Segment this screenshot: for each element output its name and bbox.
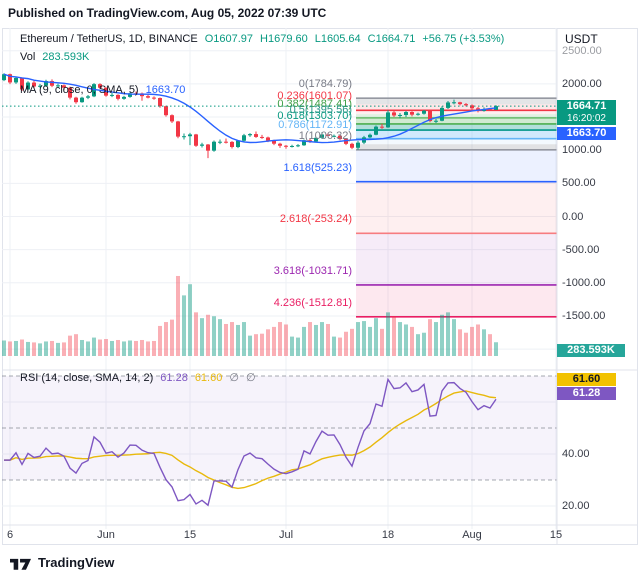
ma-value-badge: 1663.70 xyxy=(557,127,616,140)
rsi-value: 61.28 xyxy=(160,371,188,384)
fib-level-label: 0(1784.79) xyxy=(298,78,352,91)
fib-level-label: 1(1006.32) xyxy=(298,129,352,142)
rsi-band-toggle-icon: ∅ xyxy=(229,372,239,384)
ma-value: 1663.70 xyxy=(145,84,186,96)
footer-brand: TradingView xyxy=(38,555,115,570)
price-tick-label: -500.00 xyxy=(562,243,600,256)
ma-legend[interactable]: MA (9, close, 0, SMA, 5) 1663.70 xyxy=(20,84,185,96)
rsi-line xyxy=(4,377,497,507)
footer: TradingView xyxy=(10,555,114,570)
chart-frame xyxy=(2,28,638,545)
time-tick-label: 18 xyxy=(381,529,395,541)
volume-bars xyxy=(2,275,498,356)
fib-level-label: 0.236(1601.07) xyxy=(277,90,352,103)
rsi-ma-badge: 61.60 xyxy=(557,373,616,386)
rsi-legend[interactable]: RSI (14, close, SMA, 14, 2) 61.28 61.60 … xyxy=(20,371,256,385)
last-price-value: 1664.71 xyxy=(566,100,607,112)
price-tick-label: 1000.00 xyxy=(562,144,602,157)
fib-level-label: 4.236(-1512.81) xyxy=(273,296,352,309)
fib-level-label: 1.618(525.23) xyxy=(283,161,353,174)
time-tick-label: 15 xyxy=(549,529,563,541)
time-tick-label: 15 xyxy=(183,529,197,541)
ohlc-open: O1607.97 xyxy=(204,33,254,45)
bar-countdown: 16:20:02 xyxy=(567,113,606,124)
symbol-title: Ethereum / TetherUS, 1D, BINANCE xyxy=(20,33,198,45)
price-tick-label: -1500.00 xyxy=(562,309,606,322)
rsi-badge: 61.28 xyxy=(557,387,616,400)
price-tick-label: 0.00 xyxy=(562,210,584,223)
fib-level-label: 0.786(1172.91) xyxy=(278,118,352,131)
time-tick-label: Jul xyxy=(278,529,294,541)
fib-level-label: 0.618(1303.70) xyxy=(277,110,352,123)
rsi-tick-label: 20.00 xyxy=(562,500,590,512)
volume-legend[interactable]: Vol 283.593K xyxy=(20,51,89,63)
fib-level-label: 2.618(-253.24) xyxy=(279,213,352,226)
tradingview-logo-icon xyxy=(10,558,31,570)
rsi-ma-value: 61.60 xyxy=(194,371,223,384)
rsi-band-toggle-icon: ∅ xyxy=(245,372,256,384)
ma-label: MA (9, close, 0, SMA, 5) xyxy=(20,84,139,96)
time-tick-label: Jun xyxy=(97,529,115,541)
last-price-badge: 1664.71 16:20:02 xyxy=(557,100,616,125)
rsi-label: RSI (14, close, SMA, 14, 2) xyxy=(20,371,154,384)
ohlc-close: C1664.71 xyxy=(367,33,416,45)
volume-badge: 283.593K xyxy=(557,344,625,357)
price-tick-label: 2500.00 xyxy=(562,44,602,57)
fib-level-label: 3.618(-1031.71) xyxy=(273,264,352,277)
price-tick-label: 2000.00 xyxy=(562,77,602,90)
published-bar: Published on TradingView.com, Aug 05, 20… xyxy=(8,6,327,20)
ma-line xyxy=(3,73,497,144)
fib-level-label: 0.5(1395.56) xyxy=(289,103,352,116)
price-tick-label: -1000.00 xyxy=(562,276,606,289)
time-tick-label: 6 xyxy=(6,529,14,541)
symbol-legend[interactable]: Ethereum / TetherUS, 1D, BINANCE O1607.9… xyxy=(20,33,504,45)
fib-level-label: 0.382(1487.41) xyxy=(277,97,352,110)
volume-label: Vol xyxy=(20,51,36,63)
volume-value: 283.593K xyxy=(42,51,90,63)
ohlc-high: H1679.60 xyxy=(260,33,308,45)
rsi-band xyxy=(2,375,557,481)
time-tick-label: Aug xyxy=(462,529,482,541)
fib-retracement xyxy=(356,97,557,318)
rsi-tick-label: 40.00 xyxy=(562,448,590,460)
ohlc-low: L1605.64 xyxy=(314,33,361,45)
rsi-ma-line xyxy=(4,390,497,490)
ohlc-change: +56.75 (+3.53%) xyxy=(422,33,505,45)
price-tick-label: 500.00 xyxy=(562,177,596,190)
candles xyxy=(2,73,498,159)
price-axis-currency: USDT xyxy=(565,32,598,46)
